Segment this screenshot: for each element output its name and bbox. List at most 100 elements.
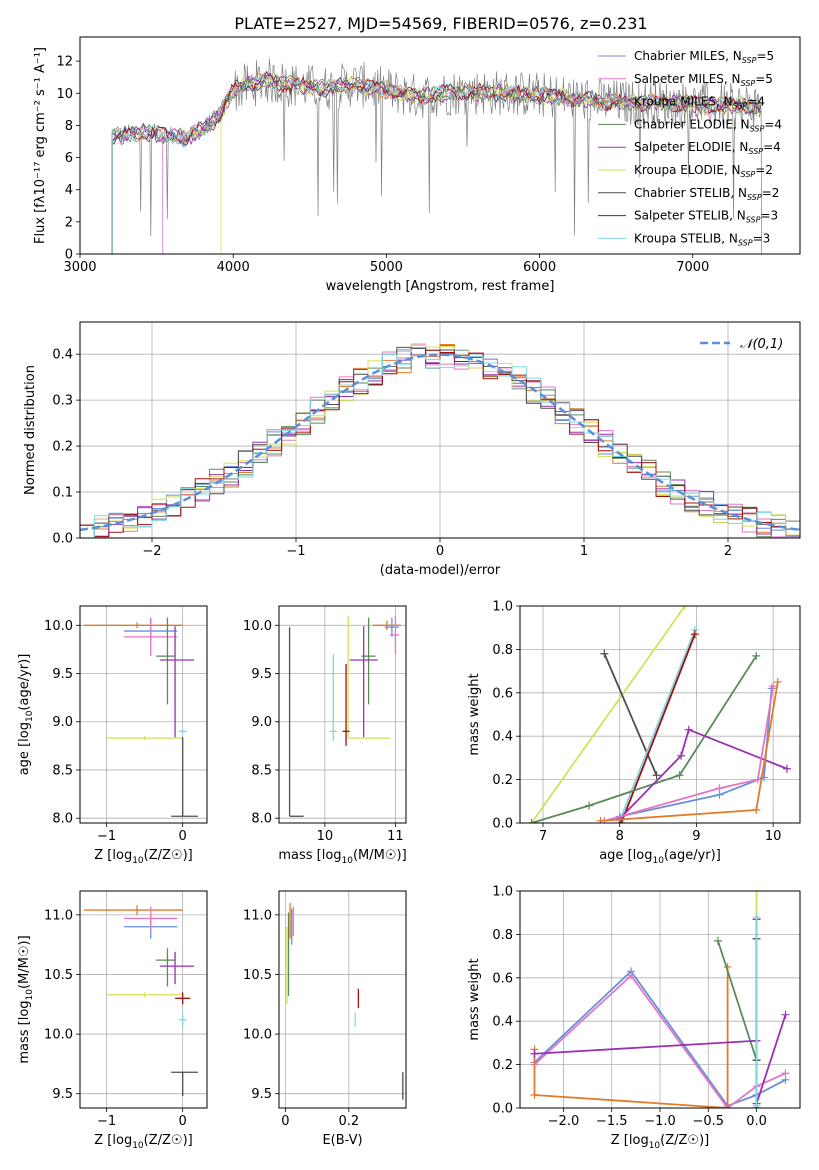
residuals-legend: 𝒩(0,1) xyxy=(700,337,783,352)
weight-marker xyxy=(527,819,536,823)
y-tick-label: 0.2 xyxy=(492,773,513,788)
y-tick-label: 10.0 xyxy=(243,619,272,634)
spectrum-ylabel: Flux [fλ10⁻¹⁷ erg cm⁻² s⁻¹ A⁻¹] xyxy=(33,47,48,244)
x-tick-label: 6000 xyxy=(523,260,556,275)
x-tick-label: 0 xyxy=(436,544,444,559)
age_vs_Z-xlabel: Z [log10(Z/Z☉)] xyxy=(94,848,192,866)
residuals-frame: −2 −1 0 1 2 0.0 0.1 0.2 0.3 0.4 (data-model)/error… xyxy=(23,321,801,578)
weight_vs_age-xlabel: age [log10(age/yr)] xyxy=(599,848,721,866)
x-tick-label: 0 xyxy=(179,829,187,844)
y-tick-label: 4 xyxy=(65,183,73,198)
legend-entry: Kroupa MILES, NSSP=4 xyxy=(634,95,765,111)
y-tick-label: 0 xyxy=(65,248,73,263)
weight-marker xyxy=(596,816,605,823)
spectrum-xlabel: wavelength [Angstrom, rest frame] xyxy=(326,279,555,294)
spectrum-legend: Chabrier MILES, NSSP=5 Salpeter MILES, NS… xyxy=(598,49,782,247)
weight_vs_age-plot-area xyxy=(527,606,791,823)
y-tick-label: 0.0 xyxy=(492,1102,513,1117)
mass_vs_Z-frame: −1 0 9.5 10.0 10.5 11.0 Z [log10(Z/Z☉)] mass [l… xyxy=(17,890,208,1151)
y-tick-label: 9.5 xyxy=(251,1087,272,1102)
weight-line xyxy=(530,606,686,823)
residuals-xlabel: (data-model)/error xyxy=(380,563,501,578)
weight-marker xyxy=(690,630,699,639)
legend-entry: Chabrier ELODIE, NSSP=4 xyxy=(634,117,782,133)
x-tick-label: 0.0 xyxy=(746,1114,767,1129)
y-tick-label: 10 xyxy=(56,87,73,102)
weight_vs_age-axes: 7 8 9 10 0.0 0.2 0.4 0.6 0.8 1.0 age [log10(age/yr… xyxy=(467,600,801,866)
y-tick-label: 10.5 xyxy=(243,968,272,983)
weight_vs_Z-plot-area xyxy=(530,891,790,1108)
weight-line xyxy=(619,728,788,820)
weight-marker xyxy=(530,1090,539,1099)
weight-marker xyxy=(684,725,693,734)
y-tick-label: 0.3 xyxy=(52,394,73,409)
y-tick-label: 0.1 xyxy=(52,486,73,501)
weight_vs_Z-xlabel: Z [log10(Z/Z☉)] xyxy=(611,1133,709,1151)
weight-marker xyxy=(782,764,791,773)
weight-line xyxy=(618,629,696,822)
weight-marker xyxy=(530,1049,539,1058)
legend-entry: Salpeter ELODIE, NSSP=4 xyxy=(634,140,781,156)
legend-entry: Salpeter STELIB, NSSP=3 xyxy=(634,209,778,225)
weight_vs_age-frame: 7 8 9 10 0.0 0.2 0.4 0.6 0.8 1.0 age [log10(age/yr… xyxy=(467,600,801,866)
mass_vs_ebv-frame: 0 0.2 9.5 10.0 10.5 11.0 E(B-V) xyxy=(243,890,407,1148)
age_vs_mass-axes: 10 11 8.0 8.5 9.0 9.5 10.0 mass [log10(M/M☉)] xyxy=(243,605,407,866)
y-tick-label: 10.0 xyxy=(44,1028,73,1043)
weight-line xyxy=(533,966,729,1108)
x-tick-label: −1 xyxy=(97,1114,116,1129)
gaussian-reference-curve xyxy=(80,353,800,532)
weight-marker xyxy=(773,677,782,686)
weight-marker xyxy=(752,805,761,814)
y-tick-label: 8.5 xyxy=(251,763,272,778)
age_vs_Z-ylabel: age [log10(age/yr)] xyxy=(17,654,35,776)
y-tick-label: 6 xyxy=(65,151,73,166)
legend-entry: Kroupa ELODIE, NSSP=2 xyxy=(634,163,773,179)
x-tick-label: 5000 xyxy=(370,260,403,275)
mass_vs_Z-border xyxy=(79,890,208,1109)
age_vs_Z-grid xyxy=(80,606,207,823)
y-tick-label: 1.0 xyxy=(492,600,513,615)
age_vs_mass-xlabel: mass [log10(M/M☉)] xyxy=(278,848,406,866)
y-tick-label: 10.5 xyxy=(44,968,73,983)
y-tick-label: 8.0 xyxy=(251,812,272,827)
x-tick-label: −2.0 xyxy=(548,1114,580,1129)
mass_vs_ebv-plot-area xyxy=(286,902,404,1100)
weight-marker xyxy=(677,751,686,760)
mass_vs_ebv-grid xyxy=(279,891,406,1108)
y-tick-label: 0.8 xyxy=(492,643,513,658)
weight-marker xyxy=(781,1069,790,1078)
weight-marker xyxy=(600,649,609,658)
weight-line xyxy=(619,688,773,818)
weight-line xyxy=(533,974,786,1108)
x-tick-label: −2 xyxy=(142,544,161,559)
x-tick-label: 11 xyxy=(387,829,404,844)
weight_vs_Z-axes: −2.0 −1.5 −1.0 −0.5 0.0 0.0 0.2 0.4 0.6 0.8 1.0 Z [… xyxy=(467,885,801,1151)
age_vs_mass-plot-area xyxy=(288,615,402,817)
observed-spectrum-line xyxy=(111,58,763,254)
weight-marker xyxy=(585,801,594,810)
y-tick-label: 9.5 xyxy=(52,1087,73,1102)
legend-entry: Chabrier MILES, NSSP=5 xyxy=(634,49,774,65)
y-tick-label: 0.6 xyxy=(492,971,513,986)
x-tick-label: 9 xyxy=(692,829,700,844)
y-tick-label: 0.4 xyxy=(492,730,513,745)
y-tick-label: 0.2 xyxy=(52,440,73,455)
weight_vs_Z-ylabel: mass weight xyxy=(467,958,482,1040)
mass_vs_Z-ylabel: mass [log10(M/M☉)] xyxy=(17,935,35,1063)
mass_vs_ebv-border xyxy=(278,890,407,1109)
weight-marker xyxy=(752,651,761,660)
x-tick-label: 7 xyxy=(539,829,547,844)
weight-line xyxy=(603,653,658,776)
residuals-ylabel: Normed distribution xyxy=(23,365,38,495)
x-tick-label: 1 xyxy=(580,544,588,559)
weight-marker xyxy=(752,1101,761,1108)
x-tick-label: −1 xyxy=(97,829,116,844)
x-tick-label: 8 xyxy=(616,829,624,844)
age_vs_Z-plot-area xyxy=(83,617,198,817)
y-tick-label: 0.0 xyxy=(52,532,73,547)
residuals-axes: −2 −1 0 1 2 0.0 0.1 0.2 0.3 0.4 (data-model)/error… xyxy=(23,321,801,578)
y-tick-label: 0.0 xyxy=(492,817,513,832)
weight_vs_age-grid xyxy=(520,605,800,824)
y-tick-label: 10.0 xyxy=(44,619,73,634)
